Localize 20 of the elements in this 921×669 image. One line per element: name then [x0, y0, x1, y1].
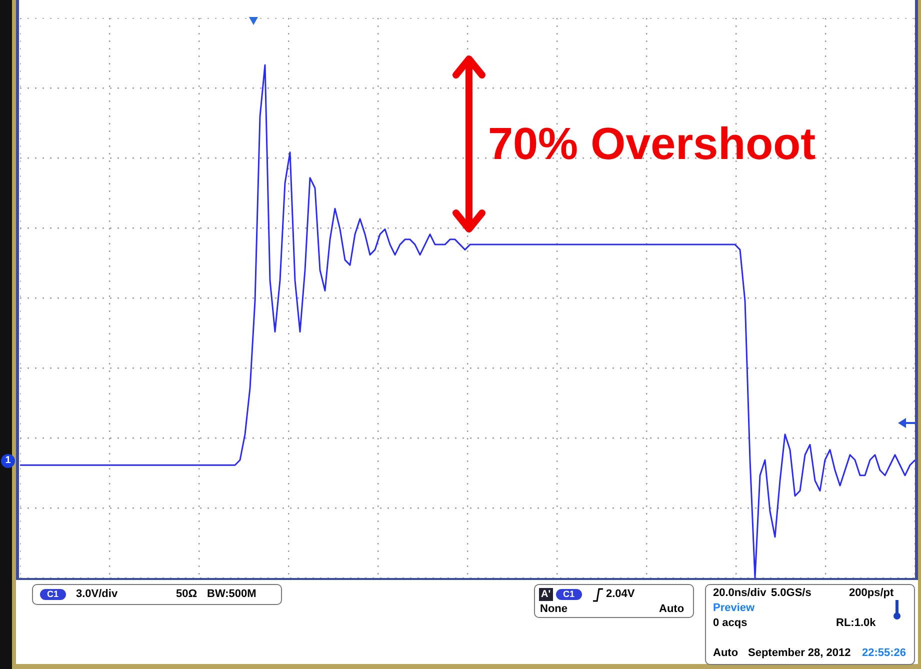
text: 5.0GS/s [771, 587, 812, 600]
text: 22:55:26 [862, 647, 906, 660]
text: Auto [659, 603, 684, 616]
text: Preview [713, 602, 755, 615]
text: 0 acqs [713, 617, 748, 630]
text: BW:500M [207, 588, 256, 601]
text: 2.04V [606, 588, 635, 601]
text: A' [539, 588, 553, 601]
text: Auto [713, 647, 738, 660]
text: September 28, 2012 [748, 647, 851, 660]
text: 200ps/pt [849, 587, 894, 600]
text: C1 [556, 589, 582, 600]
text: RL:1.0k [836, 617, 876, 630]
text: 3.0V/div [76, 588, 118, 601]
text: None [540, 603, 568, 616]
annotation: 70% Overshoot [488, 118, 816, 170]
text: 50Ω [176, 588, 198, 601]
text: 1 [1, 454, 15, 468]
text: C1 [40, 589, 66, 600]
text: 20.0ns/div [713, 587, 766, 600]
